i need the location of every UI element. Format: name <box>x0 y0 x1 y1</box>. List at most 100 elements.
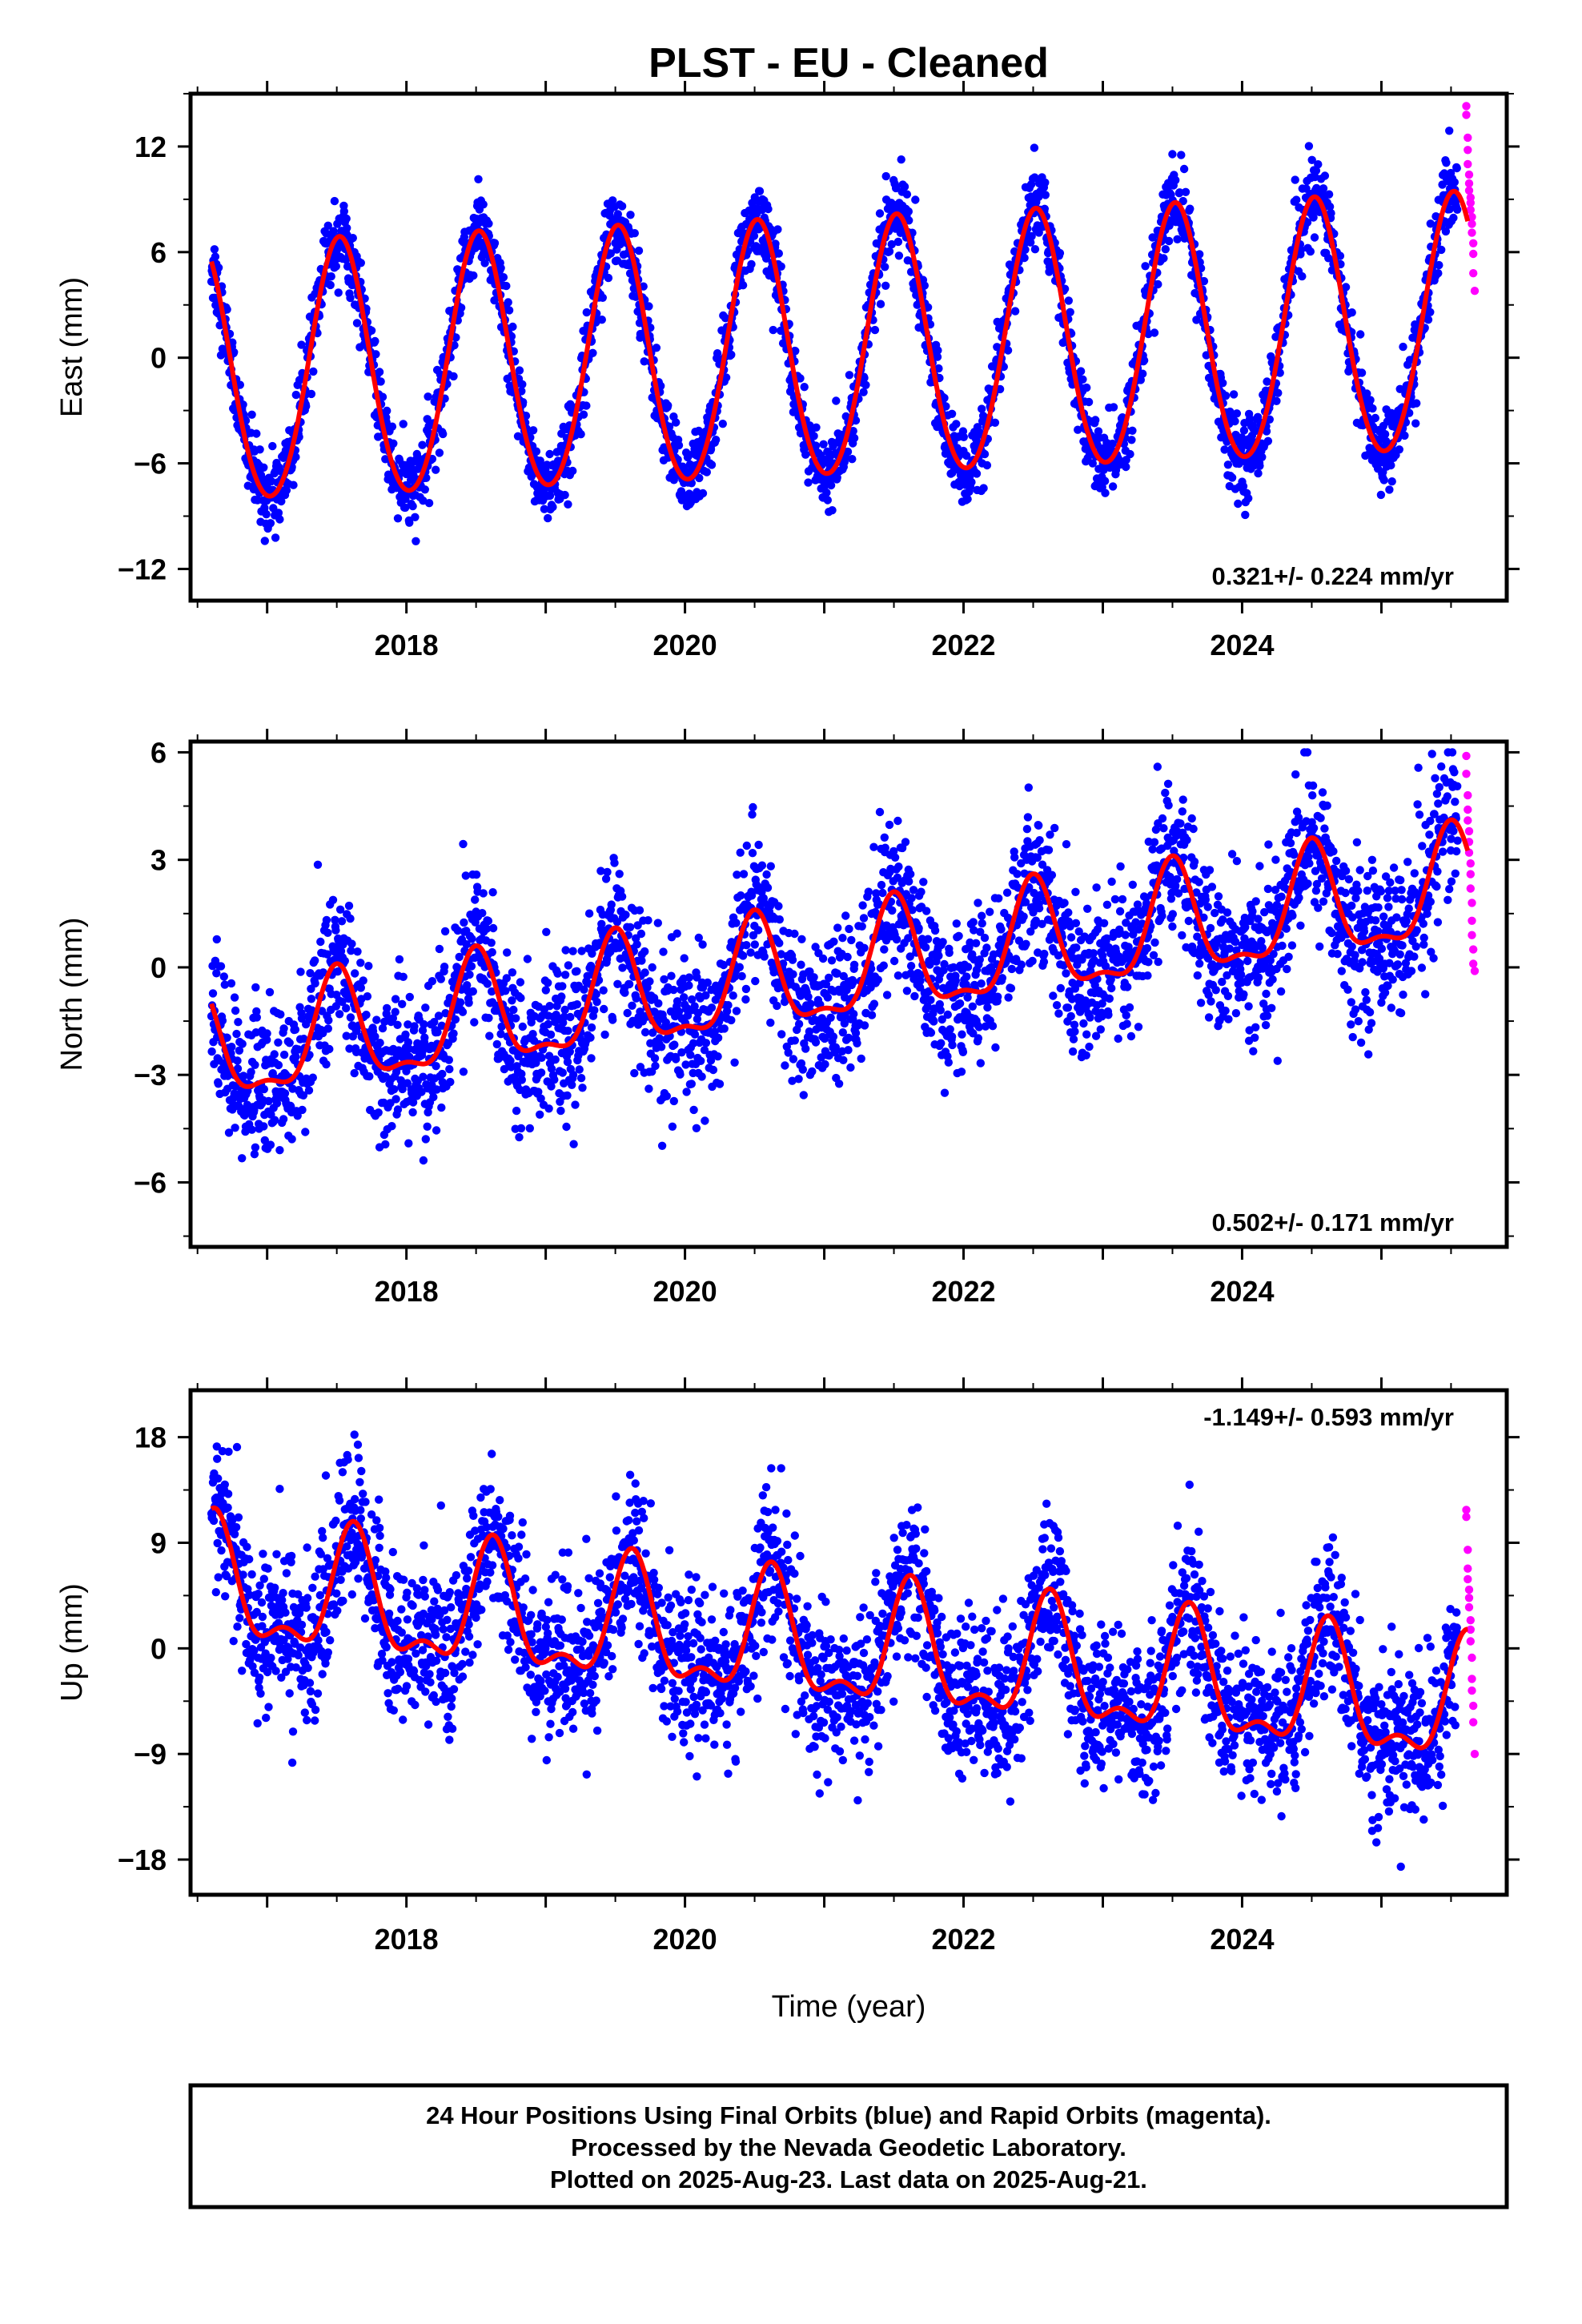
east-final-point <box>698 489 708 498</box>
east-final-point <box>1254 468 1263 478</box>
east-final-point <box>982 460 992 470</box>
north-final-point <box>748 810 757 819</box>
north-final-point <box>435 944 444 954</box>
north-final-point <box>428 977 437 986</box>
north-final-point <box>748 849 757 858</box>
north-final-orbit-points <box>207 748 1462 1165</box>
north-final-point <box>465 970 474 979</box>
north-final-point <box>557 992 566 1001</box>
north-final-point <box>766 862 775 870</box>
east-final-point <box>718 420 727 428</box>
east-final-point <box>1003 346 1013 355</box>
north-final-point <box>227 979 236 988</box>
north-final-point <box>429 1092 438 1102</box>
north-final-point <box>391 1007 400 1016</box>
east-final-point <box>342 214 351 223</box>
north-final-point <box>667 971 676 980</box>
east-plot-frame <box>188 91 1509 603</box>
north-final-point <box>701 1116 709 1125</box>
north-final-point <box>231 1006 240 1015</box>
east-final-point <box>576 430 585 439</box>
north-final-point <box>374 1108 383 1117</box>
north-final-point <box>558 1068 567 1077</box>
east-final-point <box>1324 190 1334 199</box>
north-final-point <box>775 915 784 924</box>
north-final-point <box>383 1003 391 1013</box>
north-final-point <box>838 934 847 943</box>
north-final-point <box>492 1039 501 1049</box>
east-final-point <box>826 480 836 490</box>
north-final-point <box>788 955 797 964</box>
east-final-point <box>211 252 220 261</box>
north-final-point <box>266 1140 275 1149</box>
east-final-point <box>378 392 387 401</box>
north-final-point <box>732 1007 741 1015</box>
north-final-point <box>587 1023 596 1032</box>
east-rapid-point <box>1469 249 1478 259</box>
east-x-tick-label: 2020 <box>653 629 717 661</box>
east-final-point <box>262 510 271 519</box>
north-final-point <box>750 940 759 949</box>
north-final-point <box>890 853 900 862</box>
north-final-point <box>906 962 916 971</box>
north-final-point <box>536 1110 544 1120</box>
east-final-point <box>408 501 417 511</box>
north-final-point <box>882 991 892 999</box>
north-final-point <box>821 1059 829 1069</box>
north-final-point <box>789 1055 798 1063</box>
north-final-point <box>436 975 445 983</box>
north-final-point <box>546 1030 556 1039</box>
north-final-point <box>811 1038 821 1047</box>
north-final-point <box>230 993 239 1002</box>
north-final-point <box>351 969 359 978</box>
north-final-point <box>459 1068 468 1076</box>
north-final-point <box>446 1077 455 1087</box>
east-final-point <box>1173 235 1182 243</box>
north-final-point <box>238 1039 247 1048</box>
north-final-point <box>233 1056 242 1065</box>
north-final-point <box>515 1132 524 1142</box>
east-final-point <box>480 259 489 267</box>
north-final-point <box>592 997 601 1007</box>
north-final-point <box>809 973 818 982</box>
east-final-point <box>674 440 684 450</box>
north-final-point <box>208 989 218 998</box>
north-final-point <box>488 923 498 933</box>
east-rapid-point <box>1464 186 1474 195</box>
east-final-point <box>387 422 397 431</box>
east-final-point <box>393 514 403 523</box>
north-final-point <box>470 1018 479 1027</box>
east-final-point <box>411 513 420 521</box>
north-final-point <box>668 1122 677 1132</box>
north-final-point <box>408 1108 417 1117</box>
east-final-point <box>496 263 505 272</box>
north-final-point <box>584 909 594 918</box>
north-final-point <box>808 1067 817 1076</box>
north-final-point <box>572 967 581 976</box>
east-final-point <box>371 336 379 346</box>
north-final-point <box>405 992 414 1002</box>
east-final-point <box>356 259 365 267</box>
east-final-point <box>881 263 889 271</box>
east-final-point <box>707 460 717 469</box>
north-final-point <box>569 1140 578 1148</box>
north-final-point <box>566 1012 575 1022</box>
north-final-point <box>251 1060 259 1070</box>
north-final-point <box>600 1004 608 1014</box>
east-final-point <box>504 298 512 307</box>
east-final-point <box>302 402 311 411</box>
north-final-point <box>551 1055 560 1064</box>
east-final-point <box>252 429 261 438</box>
north-final-point <box>680 993 689 1002</box>
north-final-point <box>888 906 897 915</box>
east-final-point <box>330 196 339 206</box>
east-final-point <box>1232 409 1242 418</box>
east-y-tick-label: 0 <box>151 342 167 375</box>
north-final-point <box>251 1143 260 1152</box>
east-final-point <box>307 389 316 399</box>
east-final-point <box>424 499 434 508</box>
north-final-point <box>227 1043 236 1051</box>
east-final-point <box>1445 127 1454 135</box>
east-final-point <box>604 273 613 283</box>
north-final-point <box>564 1027 572 1035</box>
